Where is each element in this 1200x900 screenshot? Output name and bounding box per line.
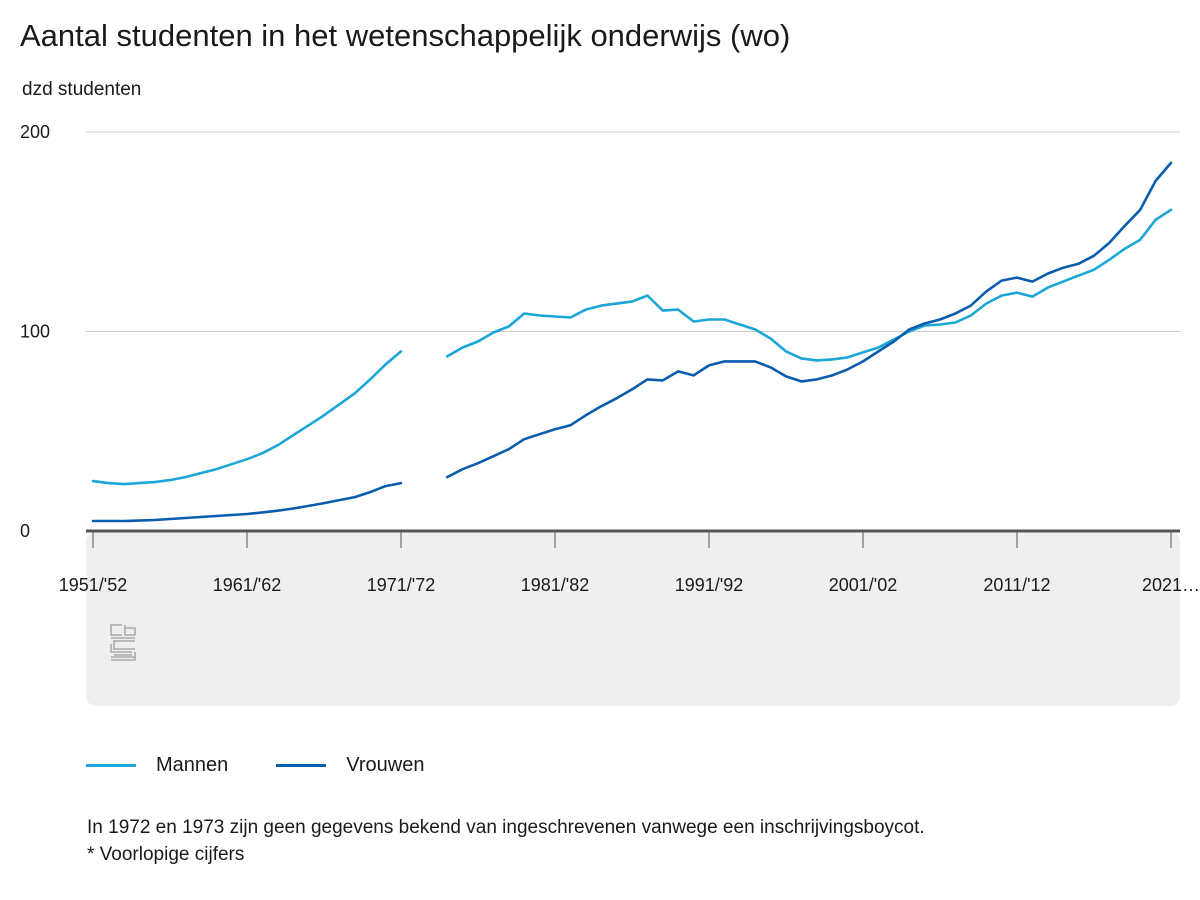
y-tick-label: 0 bbox=[20, 521, 30, 541]
legend-swatch-mannen bbox=[86, 764, 136, 767]
x-tick-label: 1991/'92 bbox=[675, 575, 744, 595]
series-lines bbox=[91, 161, 1173, 523]
x-axis-panel bbox=[86, 532, 1180, 706]
x-tick-label: 1971/'72 bbox=[367, 575, 436, 595]
footnote-provisional: * Voorlopige cijfers bbox=[87, 844, 245, 865]
legend-item-vrouwen[interactable]: Vrouwen bbox=[276, 754, 424, 777]
legend-item-mannen[interactable]: Mannen bbox=[86, 754, 228, 777]
footnote-boycott: In 1972 en 1973 zijn geen gegevens beken… bbox=[87, 817, 925, 838]
gridlines bbox=[86, 131, 1180, 332]
x-tick-label: 2021… bbox=[1142, 575, 1200, 595]
y-tick-labels: 0 100 200 bbox=[20, 122, 50, 541]
series-line-mannen bbox=[91, 208, 1173, 486]
y-tick-label: 100 bbox=[20, 322, 50, 342]
x-tick-label: 2001/'02 bbox=[829, 575, 898, 595]
footnotes: In 1972 en 1973 zijn geen gegevens beken… bbox=[87, 814, 925, 868]
x-tick-label: 1981/'82 bbox=[521, 575, 590, 595]
x-tick-label: 1951/'52 bbox=[59, 575, 128, 595]
legend-swatch-vrouwen bbox=[276, 764, 327, 767]
x-tick-labels: 1951/'52 1961/'62 1971/'72 1981/'82 1991/'92… bbox=[59, 532, 1200, 595]
series-line-vrouwen bbox=[91, 161, 1173, 523]
legend-label-mannen: Mannen bbox=[156, 754, 229, 776]
legend: Mannen Vrouwen bbox=[86, 754, 472, 777]
cbs-logo-icon bbox=[110, 624, 136, 661]
x-tick-label: 2011/'12 bbox=[983, 575, 1050, 595]
y-tick-label: 200 bbox=[20, 122, 50, 142]
x-tick-label: 1961/'62 bbox=[213, 575, 282, 595]
y-axis-unit-label: dzd studenten bbox=[22, 79, 141, 100]
legend-label-vrouwen: Vrouwen bbox=[346, 754, 425, 776]
chart-title: Aantal studenten in het wetenschappelijk… bbox=[20, 18, 791, 53]
